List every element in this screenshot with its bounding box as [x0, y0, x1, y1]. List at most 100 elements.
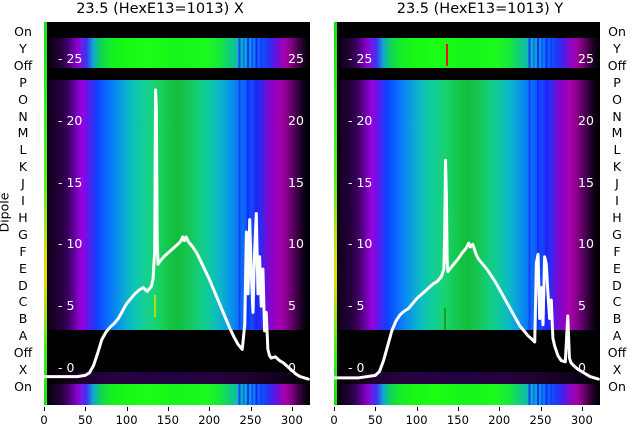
category-tick-label: X [18, 361, 28, 377]
category-tick-label: A [18, 328, 28, 344]
heatmap-band-top-bright-band [44, 37, 310, 68]
heatmap-band-bottom-bright-band [334, 383, 600, 405]
category-tick-label: N [612, 108, 622, 124]
category-tick-label: M [611, 125, 623, 141]
category-tick-label: On [14, 378, 32, 394]
value-tick-label-mirror: 0 [288, 359, 296, 375]
category-tick-label: F [19, 243, 27, 259]
x-tick-label: 50 [367, 413, 383, 427]
heatmap-band-bottom-bright-band [44, 383, 310, 405]
category-tick-label: Off [13, 57, 33, 73]
x-tick-mark [540, 407, 542, 411]
panel-x: 23.5 (HexE13=1013) X On Y Off P O N M L K J I H G F E D… [8, 0, 310, 440]
profile-trace [334, 22, 600, 405]
category-tick-label: E [19, 260, 27, 276]
x-tick-label: 100 [115, 413, 138, 427]
category-tick-label: O [612, 91, 622, 107]
category-tick-label: F [613, 243, 621, 259]
value-tick-label: - 25 [348, 50, 373, 66]
x-tick-label: 150 [156, 413, 179, 427]
x-tick-mark [499, 407, 501, 411]
panel-y-value-axis: - 25 25 - 20 20 - 15 15 - 10 10 - 5 5 - 0 0 [320, 0, 640, 440]
x-tick-mark [375, 407, 377, 411]
value-tick-label-mirror: 5 [288, 297, 296, 313]
panel-y: 23.5 (HexE13=1013) Y On Y Off P O N M L K J I H G F E D… [320, 0, 640, 440]
category-tick-label: K [18, 158, 28, 174]
value-tick-label: - 25 [58, 50, 83, 66]
panel-x-heatmap [44, 22, 310, 405]
panel-y-heatmap [334, 22, 600, 405]
category-tick-label: H [18, 209, 28, 225]
value-tick-label-mirror: 10 [288, 236, 304, 252]
heatmap-band-main-band [44, 80, 310, 331]
panel-y-title: 23.5 (HexE13=1013) Y [396, 1, 564, 17]
category-tick-label: On [14, 23, 32, 39]
colorbar-edge-strip [334, 22, 337, 405]
x-tick-mark [85, 407, 87, 411]
x-tick-mark [44, 407, 45, 411]
value-tick-label: - 20 [348, 112, 373, 128]
heatmap-red-marker [445, 44, 448, 67]
category-tick-label: I [21, 192, 25, 208]
x-tick-label: 200 [488, 413, 511, 427]
category-tick-label: B [612, 311, 622, 327]
x-tick-label: 0 [40, 413, 48, 427]
x-tick-label: 300 [570, 413, 593, 427]
value-tick-label: - 5 [348, 297, 365, 313]
category-tick-label: On [608, 378, 626, 394]
panel-y-category-axis: On Y Off P O N M L K J I H G F E D C B A Off X On [602, 0, 632, 440]
x-tick-mark [126, 407, 128, 411]
category-tick-label: L [19, 142, 27, 158]
value-tick-label: - 15 [58, 174, 83, 190]
x-tick-mark [167, 407, 169, 411]
value-tick-label: - 10 [348, 236, 373, 252]
category-tick-label: N [18, 108, 28, 124]
value-tick-label-mirror: 5 [578, 297, 586, 313]
x-tick-mark [334, 407, 335, 411]
category-tick-label: M [17, 125, 29, 141]
category-tick-label: On [608, 23, 626, 39]
value-tick-label-mirror: 20 [578, 112, 594, 128]
value-tick-label-mirror: 20 [288, 112, 304, 128]
x-tick-mark [457, 407, 459, 411]
category-tick-label: J [21, 175, 25, 191]
x-tick-label: 150 [446, 413, 469, 427]
category-tick-label: B [18, 311, 28, 327]
category-tick-label: O [18, 91, 28, 107]
heatmap-streaks [44, 37, 310, 68]
panel-y-x-axis: 0 50 100 150 200 250 300 [330, 407, 600, 429]
value-tick-label: - 10 [58, 236, 83, 252]
panel-x-title: 23.5 (HexE13=1013) X [76, 1, 244, 17]
value-tick-label-mirror: 25 [578, 50, 594, 66]
category-tick-label: G [612, 226, 622, 242]
category-tick-label: Off [13, 344, 33, 360]
x-tick-label: 0 [330, 413, 338, 427]
category-tick-label: Off [607, 57, 627, 73]
category-tick-label: I [615, 192, 619, 208]
value-tick-label-mirror: 10 [578, 236, 594, 252]
category-tick-label: D [612, 277, 622, 293]
x-tick-mark [581, 407, 583, 411]
category-tick-label: Y [19, 40, 27, 56]
category-tick-label: X [612, 361, 622, 377]
x-tick-mark [209, 407, 211, 411]
x-tick-label: 200 [198, 413, 221, 427]
value-tick-label: - 20 [58, 112, 83, 128]
category-tick-label: P [613, 74, 621, 90]
value-tick-label: - 5 [58, 297, 75, 313]
x-tick-label: 300 [280, 413, 303, 427]
heatmap-streaks [334, 383, 600, 405]
category-tick-label: Y [613, 40, 621, 56]
heatmap-streaks [44, 80, 310, 331]
x-tick-label: 100 [405, 413, 428, 427]
panel-x-category-axis: On Y Off P O N M L K J I H G F E D C B A Off X On [8, 0, 38, 440]
value-tick-label: - 15 [348, 174, 373, 190]
value-tick-label-mirror: 25 [288, 50, 304, 66]
heatmap-streaks [334, 37, 600, 68]
heatmap-green-marker-lower [443, 307, 446, 330]
x-tick-label: 50 [77, 413, 93, 427]
x-tick-mark [291, 407, 293, 411]
panel-x-x-axis: 0 50 100 150 200 250 300 [40, 407, 310, 429]
heatmap-band-main-band [334, 80, 600, 331]
